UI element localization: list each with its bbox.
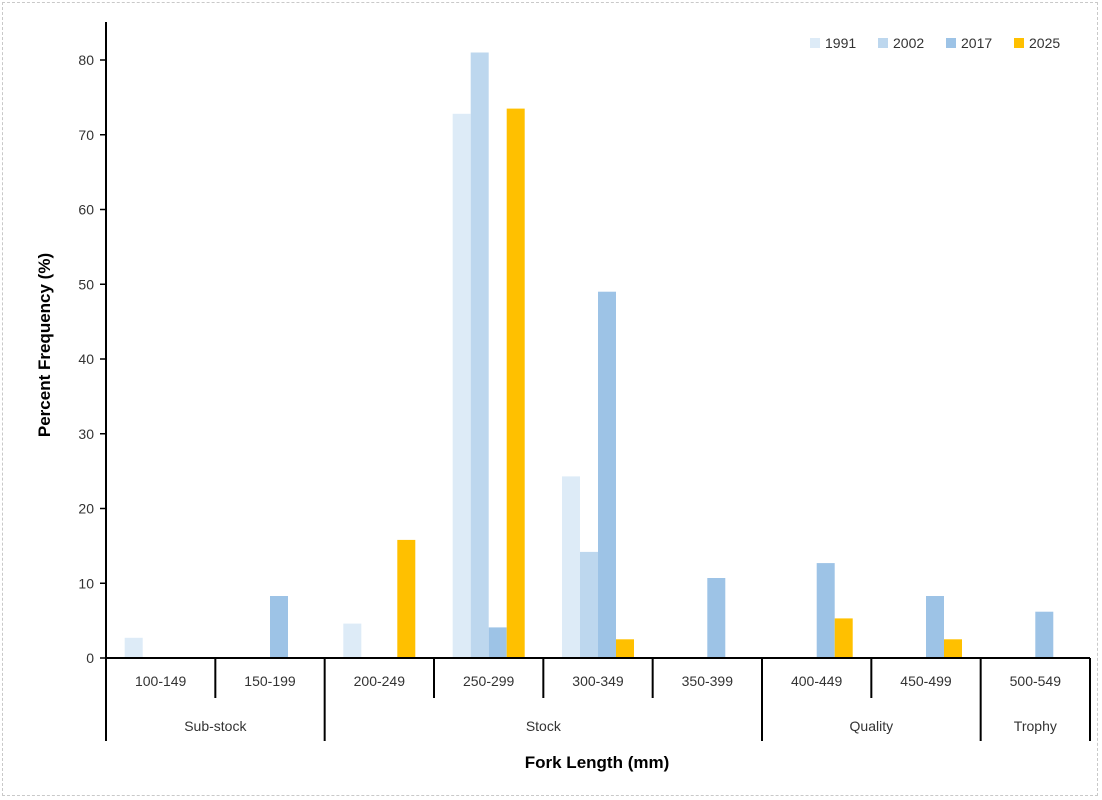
x-tick-label-250-299: 250-299 <box>463 673 515 689</box>
y-tick-label: 30 <box>78 426 94 442</box>
y-tick-label: 60 <box>78 202 94 218</box>
legend-swatch-2002 <box>878 38 888 48</box>
x-axis: 100-149 150-199 200-249 250-299 300-349 350-3… <box>105 657 1091 741</box>
bar-2017-300-349 <box>598 291 616 658</box>
bar-2017-350-399 <box>707 578 726 658</box>
y-tick-label: 10 <box>78 575 94 591</box>
bar-2017-250-299 <box>488 627 507 658</box>
bar-2025-250-299 <box>506 108 525 659</box>
legend-label-2002: 2002 <box>893 35 924 51</box>
bar-2025-300-349 <box>616 639 634 658</box>
legend-item-1991: 1991 <box>810 35 856 51</box>
x-tick-label-300-349: 300-349 <box>572 673 624 689</box>
group-label-sub-stock: Sub-stock <box>184 718 247 734</box>
y-axis-title: Percent Frequency (%) <box>35 253 54 437</box>
y-tick-label: 0 <box>86 650 94 666</box>
bar-1991-100-149 <box>124 637 143 658</box>
bar-2025-450-499 <box>944 639 962 658</box>
x-tick-label-450-499: 450-499 <box>900 673 952 689</box>
bars-layer <box>124 52 1054 659</box>
bar-2017-150-199 <box>270 596 288 658</box>
legend: 1991 2002 2017 2025 <box>810 35 1060 51</box>
legend-label-2017: 2017 <box>961 35 992 51</box>
legend-swatch-1991 <box>810 38 820 48</box>
x-tick-label-100-149: 100-149 <box>135 673 187 689</box>
y-axis: 0 10 20 30 40 50 60 70 80 <box>78 22 107 666</box>
group-label-stock: Stock <box>526 718 562 734</box>
y-tick-label: 80 <box>78 52 94 68</box>
legend-label-1991: 1991 <box>825 35 856 51</box>
bar-2025-400-449 <box>834 618 853 658</box>
legend-item-2017: 2017 <box>946 35 992 51</box>
x-tick-label-350-399: 350-399 <box>682 673 734 689</box>
legend-item-2002: 2002 <box>878 35 924 51</box>
group-label-trophy: Trophy <box>1014 718 1057 734</box>
legend-swatch-2017 <box>946 38 956 48</box>
bar-2002-300-349 <box>580 551 598 658</box>
legend-item-2025: 2025 <box>1014 35 1060 51</box>
bar-1991-200-249 <box>343 623 362 658</box>
bar-1991-250-299 <box>452 113 471 659</box>
bar-2002-250-299 <box>470 52 489 658</box>
y-tick-label: 50 <box>78 276 94 292</box>
x-tick-label-150-199: 150-199 <box>244 673 296 689</box>
y-tick-label: 40 <box>78 351 94 367</box>
legend-label-2025: 2025 <box>1029 35 1060 51</box>
bar-2017-500-549 <box>1035 611 1054 658</box>
legend-swatch-2025 <box>1014 38 1024 48</box>
y-tick-label: 70 <box>78 127 94 143</box>
x-tick-label-200-249: 200-249 <box>354 673 406 689</box>
group-label-quality: Quality <box>850 718 894 734</box>
bar-2017-400-449 <box>816 563 835 658</box>
y-tick-label: 20 <box>78 501 94 517</box>
bar-2017-450-499 <box>926 596 944 658</box>
x-tick-label-500-549: 500-549 <box>1010 673 1062 689</box>
x-axis-title: Fork Length (mm) <box>525 753 670 772</box>
bar-1991-300-349 <box>562 476 580 658</box>
x-tick-label-400-449: 400-449 <box>791 673 843 689</box>
bar-2025-200-249 <box>397 539 416 658</box>
